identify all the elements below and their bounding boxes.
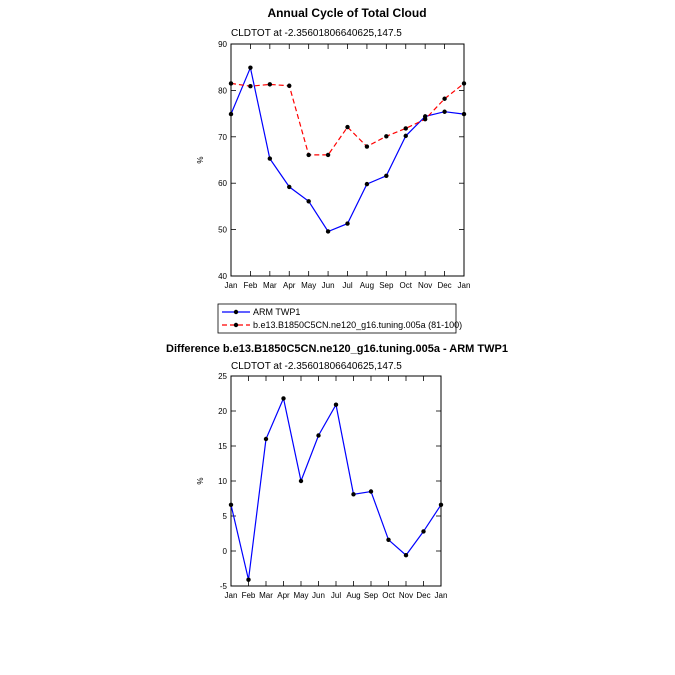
chart1-plot: 40 50 60 70 80 90 Jan Feb Mar Apr May Jun Jul Aug Sep O… [218,40,470,290]
chart1-xtick-label: Jan [225,281,238,290]
chart2-series-0-point [316,433,321,438]
chart2-title: Difference b.e13.B1850C5CN.ne120_g16.tun… [166,343,508,355]
chart1-ytick-label: 80 [218,86,227,95]
chart1-series-0-point [267,156,273,161]
chart2-plot: -5 0 5 10 15 20 25 Jan Feb Mar Apr May Jun Jul Aug Sep O… [218,372,447,600]
chart1-series-1-point [364,144,370,149]
chart1-ytick-label: 90 [218,40,227,49]
legend-label-1: ARM TWP1 [253,307,300,317]
chart1-series-1-point [267,82,273,87]
chart1-series-1-point [325,152,331,158]
chart1-series-0-point [345,221,350,226]
chart2-xtick-label: Nov [399,591,413,600]
chart2-series-0-point [263,436,269,442]
chart2-series-0-point [421,529,426,534]
chart2-ylabel: % [196,477,205,484]
chart1-xtick-label: Jul [342,281,352,290]
chart1-xtick-label: Apr [283,281,296,290]
chart2-xtick-label: Aug [346,591,360,600]
chart2-series-0-point [386,537,391,542]
chart1-series-0-point [325,229,331,234]
chart1-xtick-label: May [301,281,316,290]
chart1-ytick-label: 60 [218,179,227,188]
chart1-series-1-point [345,124,350,130]
chart1-xtick-label: Jan [458,281,471,290]
chart1-xtick-label: Sep [379,281,394,290]
chart1-series-0-point [228,111,234,117]
chart1-ytick-label: 40 [218,272,227,281]
chart2-ytick-label: -5 [220,582,228,591]
chart1-series-1-point [442,96,447,101]
chart1-ytick-label: 50 [218,226,227,235]
chart1-series-1-point [384,134,389,139]
chart1-xtick-label: Oct [400,281,413,290]
legend-marker-1 [233,309,239,315]
chart2-ytick-label: 15 [218,442,227,451]
chart2-xtick-label: Jun [312,591,325,600]
chart2-ytick-label: 20 [218,407,227,416]
chart2-xtick-label: Mar [259,591,273,600]
chart2-ytick-label: 0 [223,547,228,556]
chart2-xtick-label: Dec [416,591,430,600]
chart1-series-1-point [403,126,408,131]
chart1-title: Annual Cycle of Total Cloud [267,6,426,20]
legend: ARM TWP1 b.e13.B1850C5CN.ne120_g16.tunin… [217,303,462,334]
chart1-series-1-point [422,116,428,122]
chart2-series-0-point [298,478,304,484]
chart1-series-0-line [230,65,465,233]
chart2-series-0-point [246,577,251,582]
chart1-xtick-label: Jun [322,281,335,290]
chart1-series-1-point [306,152,311,158]
chart1-series-0-point [306,199,311,204]
chart1-xtick-label: Nov [418,281,432,290]
chart2-xtick-label: Jan [435,591,448,600]
chart1-ylabel: % [196,156,205,163]
chart2-series-0-point [228,502,234,507]
chart1-series-1-point [461,81,467,86]
chart1-frame [230,43,465,277]
chart2-series-0-point [351,492,356,497]
chart1-series-1-point [248,84,253,89]
chart1-series-0-point [364,181,370,187]
chart1-series-1-point [287,83,292,88]
legend-label-2: b.e13.B1850C5CN.ne120_g16.tuning.005a (8… [253,320,462,330]
chart2-series-0-point [403,553,409,558]
chart2-xtick-label: May [293,591,308,600]
chart1-series-0-point [384,173,389,178]
legend-box [217,303,457,334]
chart1-xtick-label: Aug [360,281,374,290]
chart2-xtick-label: Apr [277,591,290,600]
chart1-xtick-label: Feb [244,281,258,290]
chart2-series-0-point [281,396,286,401]
chart1-series-0-point [442,109,447,114]
chart1-subtitle: CLDTOT at -2.35601806640625,147.5 [231,28,402,39]
chart1-series-1-point [228,81,234,86]
chart2-series-0-point [368,489,374,494]
chart2-subtitle: CLDTOT at -2.35601806640625,147.5 [231,361,402,372]
chart1-series-0-point [403,133,408,139]
chart2-xtick-label: Oct [382,591,395,600]
chart2-xtick-label: Jul [331,591,341,600]
chart2-ytick-label: 25 [218,372,227,381]
chart2-xtick-label: Sep [364,591,379,600]
chart2-ytick-label: 10 [218,477,227,486]
chart2-ytick-label: 5 [223,512,228,521]
chart1-xtick-label: Dec [437,281,451,290]
chart2-series-0-point [333,402,339,407]
chart1-series-0-point [461,111,467,117]
chart1-ytick-label: 70 [218,133,227,142]
chart2-series-0-line [230,396,442,580]
chart1-series-0-point [248,65,253,70]
chart2-xtick-label: Feb [242,591,256,600]
chart1-series-1-line [230,82,465,156]
chart1-series-0-point [287,184,292,190]
chart2-xtick-label: Jan [225,591,238,600]
legend-marker-2 [233,322,239,328]
chart1-xtick-label: Mar [263,281,277,290]
chart2-series-0-point [438,502,444,507]
